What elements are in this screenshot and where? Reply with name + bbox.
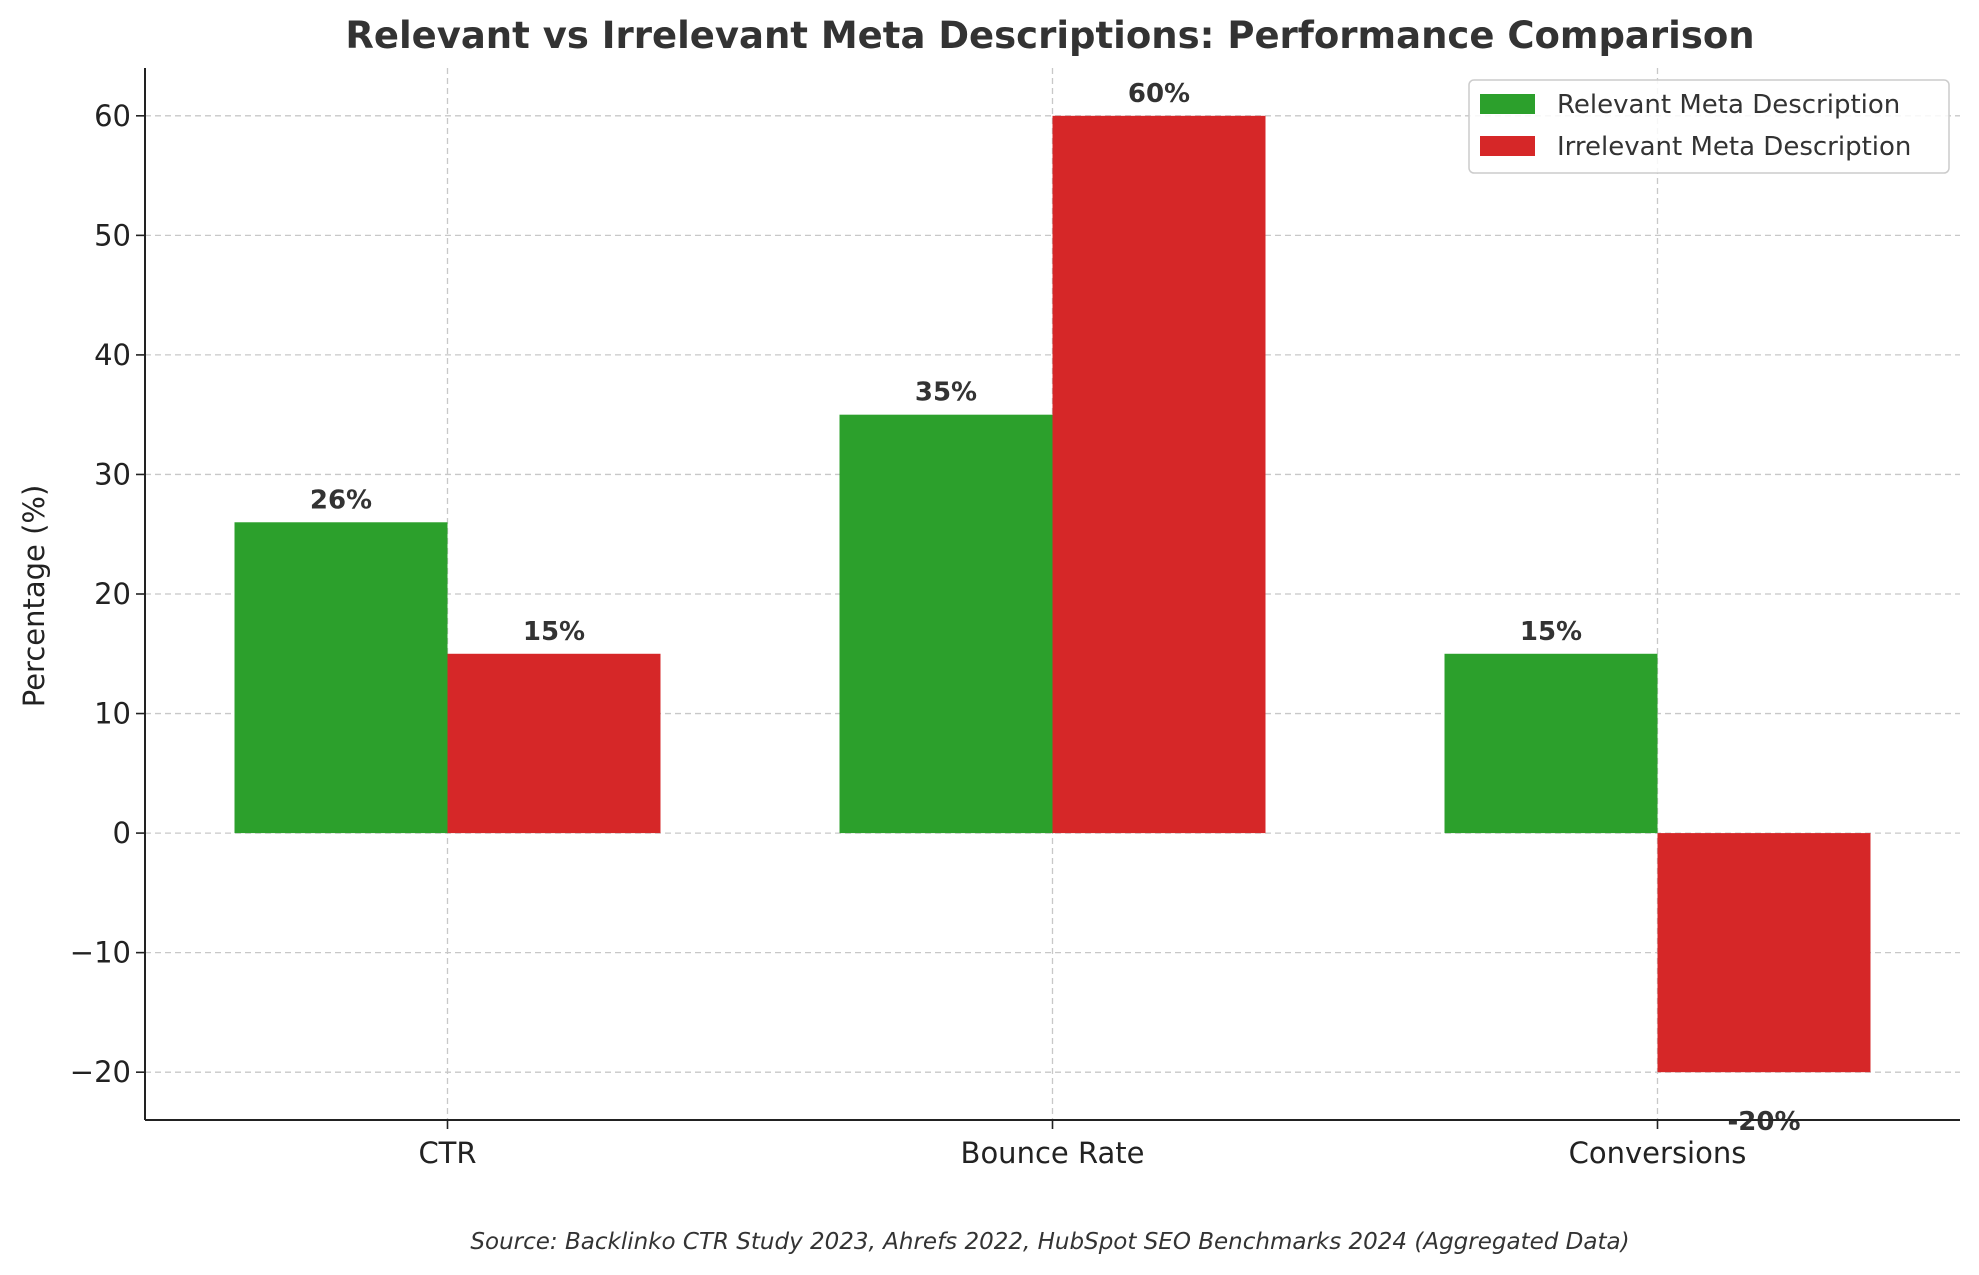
y-tick-label: 0 — [113, 816, 131, 850]
y-tick-label: −10 — [70, 936, 131, 970]
x-tick-label: Bounce Rate — [961, 1136, 1145, 1170]
bar-relevant — [234, 522, 448, 834]
bar-value-label: 60% — [1128, 79, 1190, 109]
bar-relevant — [839, 414, 1053, 834]
y-tick-label: 50 — [94, 218, 131, 252]
legend-label: Irrelevant Meta Description — [1557, 132, 1911, 162]
x-tick-label: Conversions — [1569, 1136, 1747, 1170]
bar-labels: 26% 35% 15% 15% 60% -20% — [310, 79, 1801, 1137]
bar-value-label: 15% — [523, 617, 585, 647]
bar-value-label: -20% — [1727, 1107, 1800, 1137]
y-tick-label: 40 — [94, 338, 131, 372]
y-tick-label: 10 — [94, 697, 131, 731]
legend-swatch — [1480, 136, 1535, 156]
bar-irrelevant — [1052, 115, 1266, 834]
y-tick-label: 60 — [94, 99, 131, 133]
bar-value-label: 15% — [1520, 617, 1582, 647]
bar-value-label: 35% — [915, 378, 977, 408]
chart-title: Relevant vs Irrelevant Meta Descriptions… — [345, 14, 1754, 57]
bar-relevant — [1444, 653, 1658, 834]
legend: Relevant Meta Description Irrelevant Meta… — [1468, 79, 1950, 174]
y-tick-label: 20 — [94, 577, 131, 611]
bar-irrelevant — [447, 653, 661, 834]
y-tick-label: −20 — [70, 1055, 131, 1089]
x-tick-label: CTR — [418, 1136, 476, 1170]
y-axis-label: Percentage (%) — [17, 485, 51, 708]
bars — [234, 115, 1871, 1073]
bar-irrelevant — [1657, 833, 1871, 1073]
legend-swatch — [1480, 94, 1535, 114]
bar-value-label: 26% — [310, 485, 372, 515]
y-axis-ticks: −20 −10 0 10 20 30 40 50 60 — [70, 99, 145, 1089]
legend-box — [1468, 79, 1950, 174]
source-note: Source: Backlinko CTR Study 2023, Ahrefs… — [470, 1229, 1629, 1255]
y-tick-label: 30 — [94, 457, 131, 491]
x-axis-ticks: CTR Bounce Rate Conversions — [418, 1120, 1746, 1170]
legend-label: Relevant Meta Description — [1557, 90, 1900, 120]
